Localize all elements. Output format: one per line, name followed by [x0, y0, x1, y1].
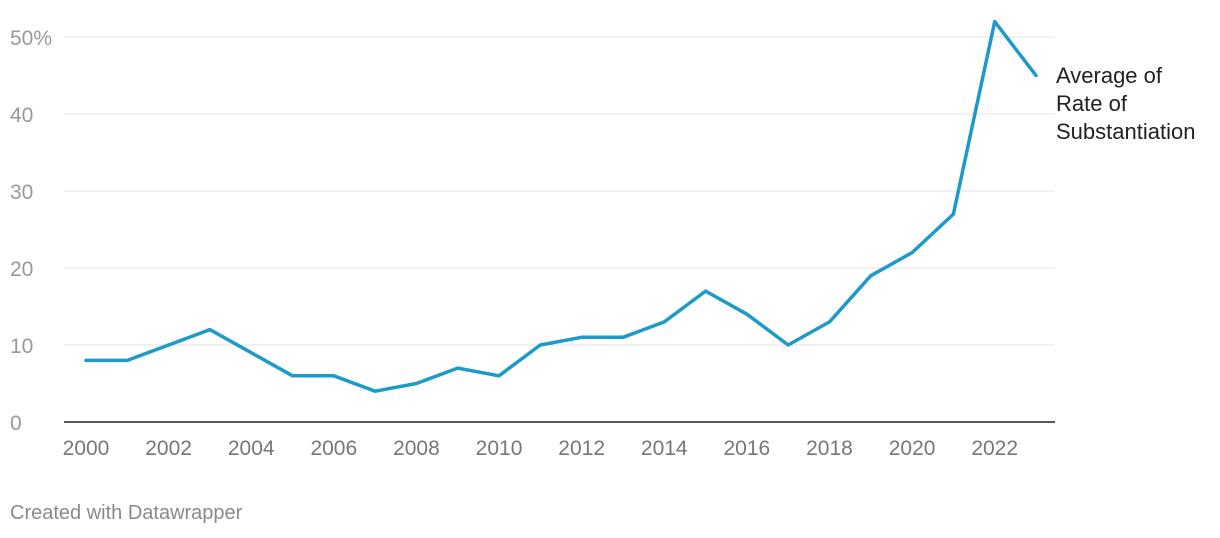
data-point-2017: [786, 343, 790, 347]
x-tick-label-2006: 2006: [310, 437, 357, 460]
data-point-2007: [373, 389, 377, 393]
x-axis-ticks: 2000 2002 2004 2006 2008 2010 2012 2014 2016 2018…: [63, 437, 1018, 460]
data-point-2005: [291, 374, 295, 378]
data-point-2014: [662, 320, 666, 324]
series-group: [84, 19, 1038, 393]
data-point-2011: [538, 343, 542, 347]
x-tick-label-2002: 2002: [145, 437, 192, 460]
data-point-2010: [497, 374, 501, 378]
data-point-2016: [745, 312, 749, 316]
data-point-2022: [993, 20, 997, 24]
x-tick-label-2022: 2022: [971, 437, 1018, 460]
data-point-2008: [414, 382, 418, 385]
data-point-2021: [951, 212, 955, 216]
y-tick-label-0: 0: [10, 412, 22, 435]
gridlines: [64, 36, 1055, 346]
y-tick-label-30: 30: [10, 181, 33, 204]
data-point-2020: [910, 251, 914, 255]
data-point-2015: [704, 289, 708, 293]
data-point-2013: [621, 335, 625, 339]
x-tick-label-2012: 2012: [558, 437, 605, 460]
data-point-2018: [827, 320, 831, 324]
x-tick-label-2016: 2016: [724, 437, 771, 460]
series-line-0: [84, 19, 1038, 393]
y-tick-label-40: 40: [10, 104, 33, 127]
data-point-2006: [332, 374, 336, 378]
data-point-2012: [580, 335, 584, 339]
data-point-2000: [84, 358, 88, 362]
data-point-2004: [249, 351, 253, 355]
x-tick-label-2000: 2000: [63, 437, 110, 460]
series-label-line-2: Substantiation: [1056, 119, 1195, 144]
credit-text: Created with Datawrapper: [10, 502, 243, 524]
y-axis-ticks: 0 10 20 30 40 50%: [10, 27, 52, 435]
y-tick-label-10: 10: [10, 335, 33, 358]
data-point-2019: [869, 274, 873, 278]
y-tick-label-50: 50%: [10, 27, 52, 50]
series-label-line-1: Rate of: [1056, 91, 1128, 116]
x-tick-label-2008: 2008: [393, 437, 440, 460]
y-tick-label-20: 20: [10, 258, 33, 281]
x-tick-label-2010: 2010: [476, 437, 523, 460]
data-point-2002: [167, 343, 171, 347]
series-label: Average of Rate of Substantiation: [1056, 63, 1195, 144]
data-point-2003: [208, 328, 212, 332]
x-tick-label-2020: 2020: [889, 437, 936, 460]
x-tick-label-2004: 2004: [228, 437, 275, 460]
data-point-2023: [1034, 74, 1038, 77]
data-point-2009: [456, 366, 460, 370]
x-tick-label-2018: 2018: [806, 437, 853, 460]
x-tick-label-2014: 2014: [641, 437, 688, 460]
data-point-2001: [125, 358, 129, 362]
series-label-line-0: Average of: [1056, 63, 1163, 88]
